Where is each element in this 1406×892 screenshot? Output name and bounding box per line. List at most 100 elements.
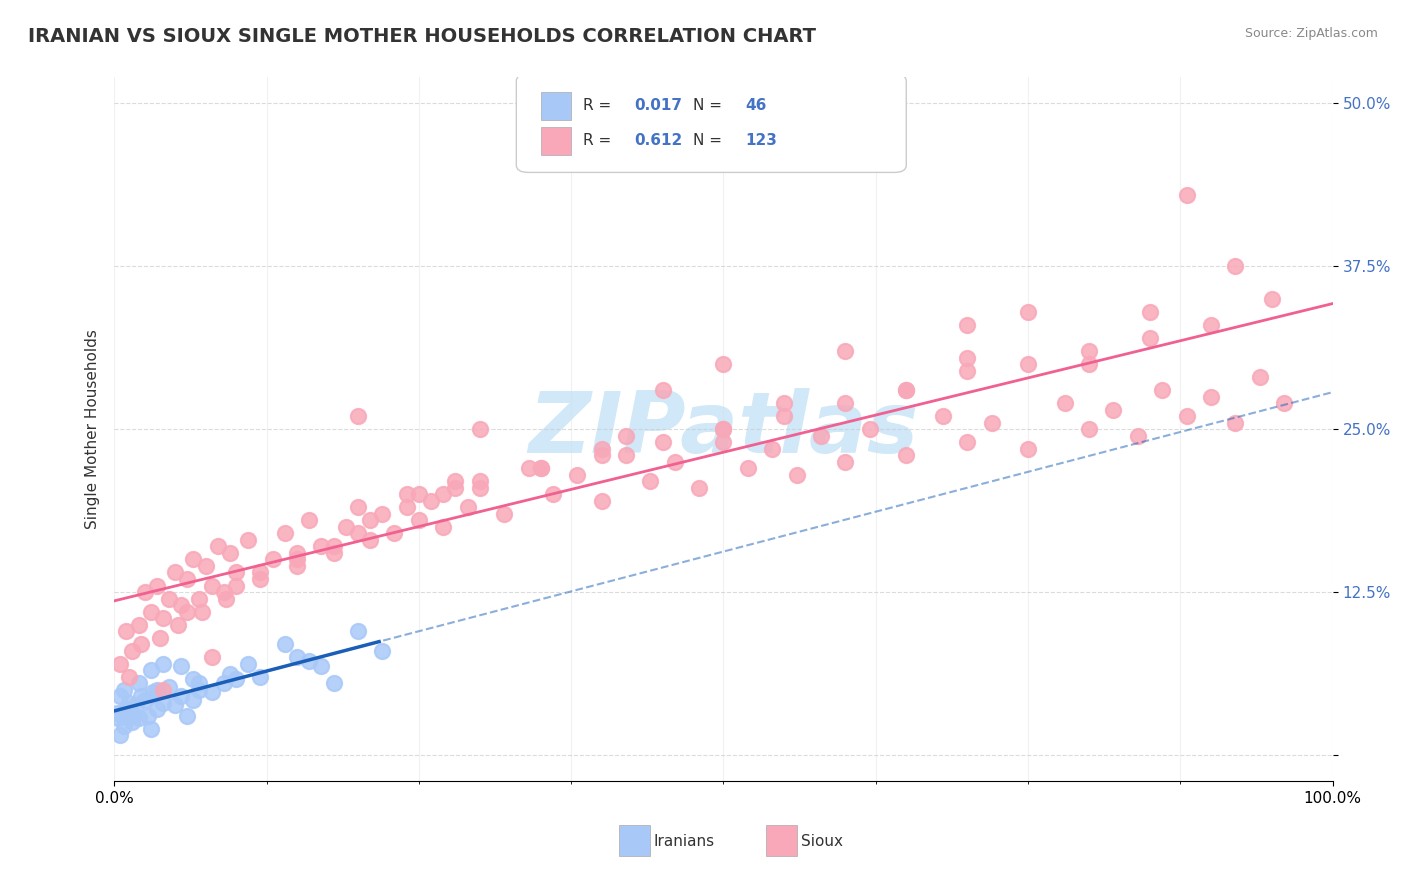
Point xyxy=(1078,357,1101,371)
Point xyxy=(688,481,710,495)
Point xyxy=(468,475,491,489)
Point xyxy=(201,685,224,699)
Point xyxy=(170,690,193,704)
Point xyxy=(183,673,205,687)
Point xyxy=(170,598,193,612)
Point xyxy=(188,676,211,690)
Point xyxy=(1017,357,1039,371)
Point xyxy=(980,416,1002,430)
Text: Iranians: Iranians xyxy=(654,834,714,848)
Point xyxy=(517,461,540,475)
Point xyxy=(640,475,662,489)
Point xyxy=(335,520,357,534)
Point xyxy=(1152,383,1174,397)
Point xyxy=(146,702,169,716)
Point xyxy=(347,409,370,424)
Point xyxy=(115,702,138,716)
Point xyxy=(432,520,454,534)
Point xyxy=(207,540,229,554)
Text: 46: 46 xyxy=(745,98,766,113)
Point xyxy=(468,422,491,436)
Point xyxy=(118,696,141,710)
Point xyxy=(212,585,235,599)
Point xyxy=(188,591,211,606)
Text: N =: N = xyxy=(693,133,727,148)
Point xyxy=(322,540,344,554)
Point xyxy=(201,650,224,665)
Text: 0.612: 0.612 xyxy=(634,133,683,148)
Point xyxy=(737,461,759,475)
Point xyxy=(128,711,150,725)
Point xyxy=(112,719,135,733)
Point xyxy=(713,435,735,450)
Text: ZIPatlas: ZIPatlas xyxy=(529,388,918,471)
Point xyxy=(165,698,187,713)
Point xyxy=(249,572,271,586)
Point xyxy=(110,657,132,671)
Point xyxy=(285,546,308,560)
Text: Source: ZipAtlas.com: Source: ZipAtlas.com xyxy=(1244,27,1378,40)
Point xyxy=(136,708,159,723)
Point xyxy=(956,318,979,332)
Point xyxy=(859,422,882,436)
FancyBboxPatch shape xyxy=(541,92,571,120)
Point xyxy=(262,552,284,566)
Point xyxy=(311,540,333,554)
Point xyxy=(152,696,174,710)
Point xyxy=(225,578,247,592)
Point xyxy=(1102,402,1125,417)
Point xyxy=(152,657,174,671)
Point xyxy=(591,493,613,508)
Point xyxy=(110,728,132,742)
Point xyxy=(371,507,394,521)
Point xyxy=(298,654,321,668)
Point xyxy=(444,481,467,495)
Point xyxy=(713,422,735,436)
Point xyxy=(1272,396,1295,410)
Point xyxy=(1225,260,1247,274)
Point xyxy=(761,442,783,456)
Point xyxy=(183,693,205,707)
Point xyxy=(105,706,128,721)
Point xyxy=(139,605,162,619)
Point xyxy=(1139,331,1161,345)
Point xyxy=(121,643,143,657)
Point xyxy=(142,685,165,699)
Point xyxy=(238,657,260,671)
Point xyxy=(834,344,856,359)
Point xyxy=(530,461,553,475)
Point xyxy=(201,578,224,592)
Point xyxy=(274,526,297,541)
Point xyxy=(786,467,808,482)
Point xyxy=(494,507,516,521)
Point xyxy=(591,448,613,462)
Point xyxy=(956,435,979,450)
Point xyxy=(215,591,238,606)
Text: 123: 123 xyxy=(745,133,778,148)
Point xyxy=(541,487,564,501)
Point xyxy=(713,357,735,371)
Point xyxy=(408,513,430,527)
Point xyxy=(420,493,443,508)
Text: IRANIAN VS SIOUX SINGLE MOTHER HOUSEHOLDS CORRELATION CHART: IRANIAN VS SIOUX SINGLE MOTHER HOUSEHOLD… xyxy=(28,27,815,45)
Point xyxy=(152,611,174,625)
Point xyxy=(285,552,308,566)
Point xyxy=(773,409,796,424)
Point xyxy=(713,422,735,436)
Point xyxy=(129,637,152,651)
Point xyxy=(139,722,162,736)
Point xyxy=(1199,390,1222,404)
Point xyxy=(1175,187,1198,202)
Point xyxy=(176,708,198,723)
Text: 0.017: 0.017 xyxy=(634,98,682,113)
Point xyxy=(166,617,188,632)
Point xyxy=(146,682,169,697)
Point xyxy=(567,467,589,482)
Point xyxy=(347,624,370,639)
Point xyxy=(347,500,370,515)
Point xyxy=(128,676,150,690)
Point xyxy=(170,659,193,673)
Point xyxy=(194,558,217,573)
Point xyxy=(149,631,172,645)
Point xyxy=(311,659,333,673)
